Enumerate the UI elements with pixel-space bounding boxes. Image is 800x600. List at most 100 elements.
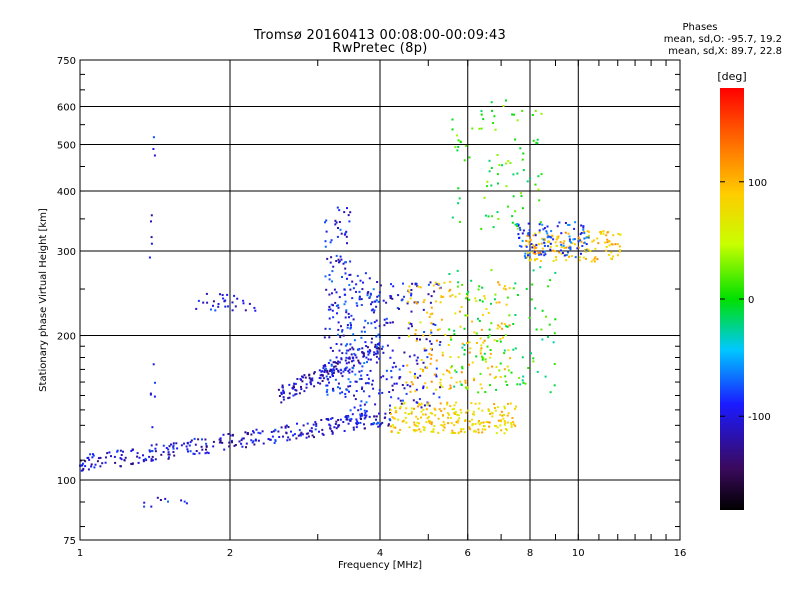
data-point — [522, 375, 525, 378]
stats-o-mode: mean, sd,O: -95.7, 19.2 — [663, 34, 782, 45]
data-point — [469, 347, 472, 350]
data-point — [471, 320, 474, 323]
data-point — [492, 122, 495, 124]
data-point — [186, 442, 189, 445]
data-point — [290, 430, 292, 433]
data-point — [359, 421, 362, 424]
data-point — [250, 433, 253, 436]
data-point — [481, 300, 484, 303]
data-point — [586, 230, 589, 233]
data-point — [551, 235, 554, 238]
data-point — [498, 164, 501, 166]
data-point — [353, 406, 356, 409]
data-point — [465, 297, 468, 300]
data-point — [568, 255, 570, 258]
data-point — [341, 352, 344, 355]
data-point — [490, 302, 492, 305]
data-point — [482, 421, 485, 424]
data-point — [438, 343, 441, 346]
data-point — [616, 243, 619, 246]
data-point — [572, 238, 575, 241]
data-point — [180, 444, 183, 447]
data-point — [479, 352, 482, 355]
data-point — [364, 341, 367, 344]
data-point — [432, 428, 435, 431]
data-point — [334, 423, 337, 425]
y-tick-label: 400 — [57, 187, 76, 198]
data-point — [493, 403, 496, 406]
data-point — [448, 290, 451, 293]
data-point — [477, 317, 479, 320]
data-point — [273, 442, 276, 444]
data-point — [528, 242, 531, 245]
data-point — [360, 374, 363, 377]
data-point — [389, 297, 392, 299]
data-point — [422, 301, 425, 304]
data-point — [212, 300, 215, 303]
data-point — [328, 423, 331, 426]
data-point — [131, 449, 134, 451]
data-point — [354, 373, 357, 376]
data-point — [540, 328, 543, 331]
data-point — [99, 465, 102, 468]
data-point — [343, 233, 346, 236]
data-point — [340, 372, 343, 375]
data-point — [325, 368, 327, 370]
data-point — [285, 432, 288, 435]
data-point — [136, 452, 139, 455]
data-point — [485, 420, 488, 423]
data-point — [325, 384, 328, 387]
data-point — [398, 336, 401, 339]
data-point — [508, 314, 511, 317]
data-point — [428, 316, 431, 318]
data-point — [443, 426, 446, 429]
data-point — [361, 351, 364, 354]
data-point — [535, 141, 538, 144]
data-point — [92, 454, 95, 457]
data-point — [496, 426, 499, 429]
data-point — [406, 302, 409, 305]
data-point — [360, 330, 363, 333]
data-point — [560, 246, 563, 248]
x-tick-label: 1 — [77, 548, 83, 559]
data-point — [433, 373, 436, 376]
data-point — [430, 331, 433, 334]
data-point — [332, 389, 335, 392]
data-point — [423, 429, 426, 432]
data-point — [534, 252, 537, 255]
data-point — [231, 301, 234, 304]
data-point — [193, 453, 196, 455]
data-point — [386, 322, 389, 324]
data-point — [422, 413, 424, 416]
data-point — [331, 417, 334, 420]
data-point — [116, 449, 119, 452]
data-point — [502, 287, 505, 290]
data-point — [429, 281, 432, 284]
data-point — [313, 385, 316, 388]
data-point — [440, 295, 443, 298]
data-point — [594, 256, 597, 259]
data-point — [538, 253, 541, 256]
data-point — [487, 421, 490, 424]
data-point — [463, 344, 466, 346]
data-point — [355, 390, 358, 392]
data-point — [499, 340, 502, 343]
data-point — [547, 245, 549, 248]
data-point — [285, 424, 288, 427]
data-point — [503, 420, 506, 422]
data-point — [417, 285, 420, 288]
data-point — [303, 390, 306, 393]
data-point — [477, 431, 480, 434]
data-point — [345, 311, 348, 314]
data-point — [430, 354, 433, 357]
data-point — [579, 252, 582, 255]
data-point — [242, 299, 245, 302]
data-point — [557, 237, 559, 239]
data-point — [334, 365, 337, 368]
data-point — [408, 355, 411, 358]
data-point — [367, 353, 370, 356]
data-point — [358, 297, 361, 300]
data-point — [459, 408, 462, 411]
data-point — [590, 260, 593, 263]
data-point — [494, 409, 497, 412]
